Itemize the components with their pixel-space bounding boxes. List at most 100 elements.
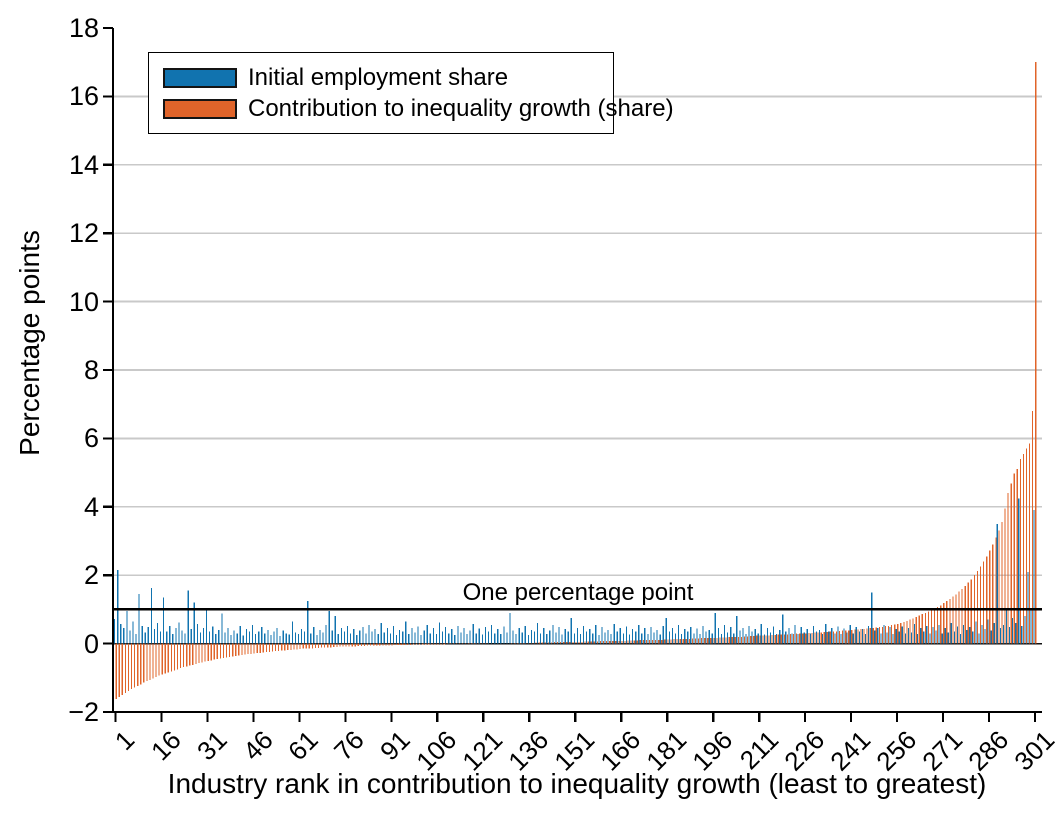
legend-swatch-blue (163, 67, 237, 88)
bar-contribution-to-inequality (802, 633, 804, 644)
bar-initial-employment-share (451, 629, 453, 644)
bar-initial-employment-share (742, 628, 744, 644)
bar-contribution-to-inequality (851, 629, 853, 644)
bar-initial-employment-share (806, 629, 808, 644)
bar-contribution-to-inequality (219, 643, 222, 659)
bar-initial-employment-share (662, 625, 664, 644)
bar-initial-employment-share (886, 632, 888, 644)
bar-initial-employment-share (840, 634, 842, 644)
bar-contribution-to-inequality (940, 605, 942, 644)
bar-initial-employment-share (766, 628, 769, 644)
bar-initial-employment-share (1030, 609, 1032, 644)
bar-initial-employment-share (402, 631, 404, 644)
bar-contribution-to-inequality (369, 643, 372, 646)
bar-initial-employment-share (610, 634, 612, 644)
bar-initial-employment-share (392, 625, 395, 644)
bar-contribution-to-inequality (244, 643, 246, 655)
bar-contribution-to-inequality (786, 634, 789, 644)
bar-contribution-to-inequality (146, 643, 148, 682)
bar-initial-employment-share (788, 628, 790, 644)
bar-contribution-to-inequality (866, 628, 868, 644)
bar-initial-employment-share (497, 629, 499, 644)
bar-initial-employment-share (913, 623, 916, 644)
bar-contribution-to-inequality (921, 614, 923, 644)
bar-initial-employment-share (236, 633, 238, 644)
bar-initial-employment-share (582, 625, 585, 644)
bar-initial-employment-share (785, 631, 787, 644)
bar-contribution-to-inequality (373, 643, 375, 646)
bar-initial-employment-share (966, 629, 968, 644)
bar-initial-employment-share (399, 629, 401, 644)
bar-initial-employment-share (463, 628, 465, 644)
bar-contribution-to-inequality (596, 641, 599, 644)
bar-contribution-to-inequality (510, 642, 513, 644)
bar-initial-employment-share (368, 624, 370, 644)
bar-contribution-to-inequality (961, 588, 963, 644)
bar-contribution-to-inequality (311, 643, 313, 649)
bar-contribution-to-inequality (308, 643, 310, 649)
bar-contribution-to-inequality (274, 643, 277, 652)
bar-contribution-to-inequality (176, 643, 179, 670)
bar-contribution-to-inequality (835, 631, 838, 644)
bar-initial-employment-share (635, 631, 637, 644)
bar-initial-employment-share (362, 627, 364, 644)
bar-initial-employment-share (546, 634, 548, 644)
bar-contribution-to-inequality (897, 623, 899, 644)
bar-contribution-to-inequality (694, 638, 697, 644)
legend-item-contribution: Contribution to inequality growth (share… (163, 93, 674, 124)
bar-initial-employment-share (782, 614, 784, 644)
bar-initial-employment-share (601, 627, 603, 644)
bar-initial-employment-share (135, 634, 137, 644)
bar-contribution-to-inequality (820, 632, 822, 644)
bar-contribution-to-inequality (894, 624, 896, 644)
bar-initial-employment-share (880, 633, 882, 644)
bar-initial-employment-share (205, 610, 208, 644)
bar-initial-employment-share (518, 628, 520, 644)
bar-initial-employment-share (536, 623, 539, 644)
bar-initial-employment-share (733, 633, 735, 644)
bar-initial-employment-share (346, 625, 349, 644)
bar-initial-employment-share (963, 624, 965, 644)
bar-contribution-to-inequality (394, 643, 396, 645)
bar-contribution-to-inequality (933, 608, 936, 644)
bar-contribution-to-inequality (379, 643, 381, 646)
bar-contribution-to-inequality (216, 643, 218, 659)
bar-contribution-to-inequality (428, 643, 430, 645)
bar-initial-employment-share (641, 633, 643, 644)
bar-initial-employment-share (515, 634, 517, 644)
bar-initial-employment-share (371, 631, 373, 644)
bar-initial-employment-share (791, 633, 793, 644)
bar-contribution-to-inequality (262, 643, 264, 653)
bar-contribution-to-inequality (927, 611, 930, 644)
bar-initial-employment-share (313, 627, 315, 644)
bar-contribution-to-inequality (265, 643, 267, 653)
bar-initial-employment-share (681, 634, 683, 644)
bar-initial-employment-share (530, 629, 533, 644)
bar-initial-employment-share (595, 624, 597, 644)
bar-contribution-to-inequality (345, 643, 347, 647)
bar-initial-employment-share (953, 631, 956, 644)
bar-initial-employment-share (825, 623, 827, 644)
bar-contribution-to-inequality (434, 643, 436, 645)
bar-contribution-to-inequality (124, 643, 126, 693)
bar-initial-employment-share (727, 632, 729, 644)
bar-initial-employment-share (684, 629, 686, 644)
bar-contribution-to-inequality (127, 643, 130, 692)
bar-contribution-to-inequality (621, 640, 623, 644)
bar-contribution-to-inequality (636, 640, 638, 644)
y-tick-label: 14 (68, 149, 99, 180)
bar-contribution-to-inequality (952, 596, 954, 644)
bar-initial-employment-share (818, 629, 821, 644)
bar-initial-employment-share (739, 630, 741, 644)
bar-initial-employment-share (291, 621, 293, 644)
bar-contribution-to-inequality (422, 643, 424, 645)
bar-initial-employment-share (938, 624, 940, 644)
bar-initial-employment-share (120, 623, 122, 644)
bar-contribution-to-inequality (440, 643, 442, 645)
bar-initial-employment-share (432, 628, 434, 644)
bar-contribution-to-inequality (863, 628, 865, 644)
bar-initial-employment-share (374, 629, 376, 644)
bar-initial-employment-share (503, 626, 505, 644)
bar-contribution-to-inequality (210, 643, 212, 661)
bar-initial-employment-share (132, 621, 134, 644)
